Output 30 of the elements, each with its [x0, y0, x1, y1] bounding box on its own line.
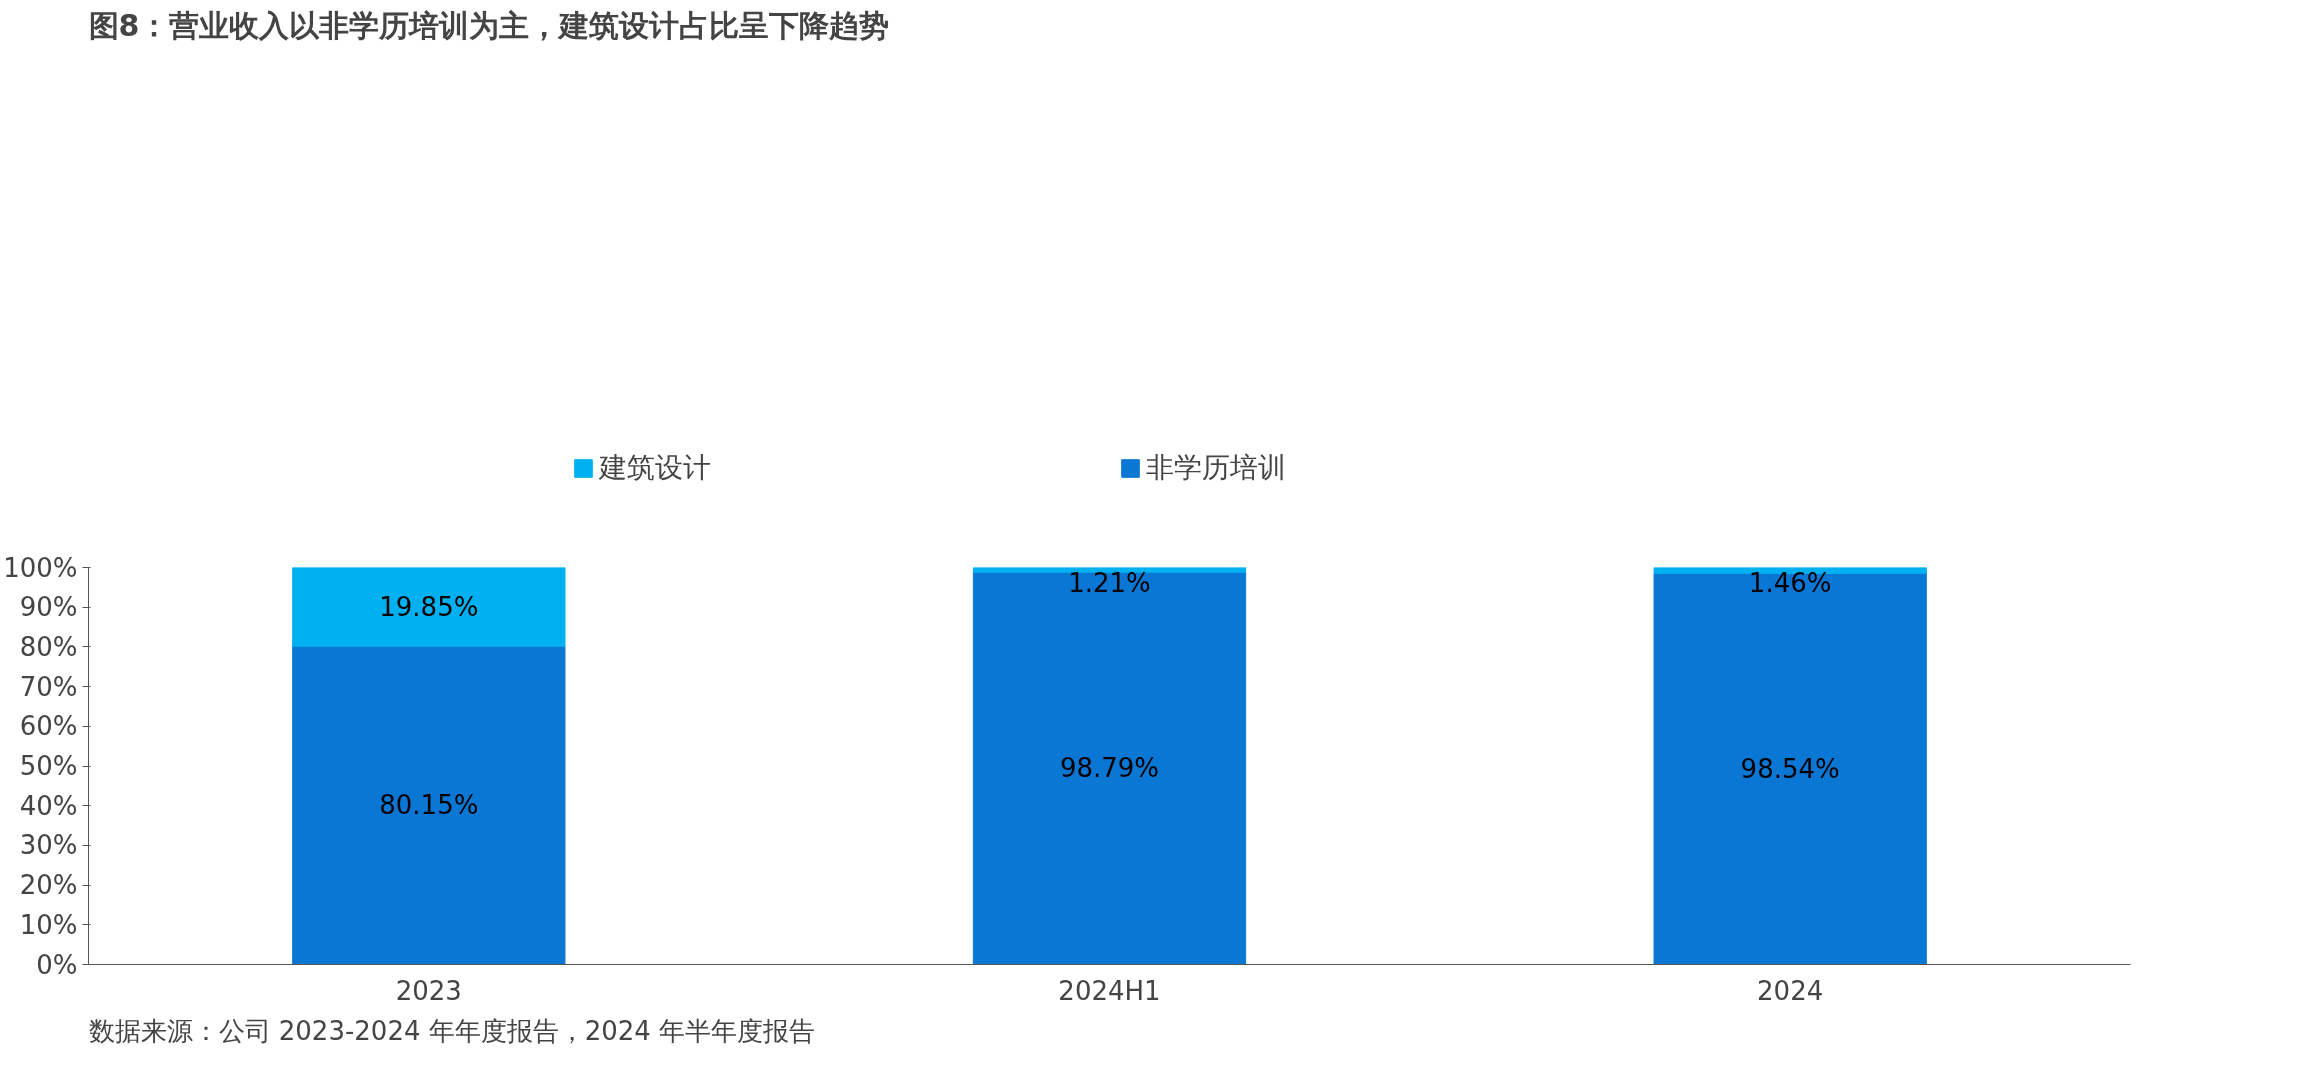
y-tick-label: 90% [19, 592, 78, 623]
y-tick-label: 10% [19, 909, 78, 940]
bar [972, 567, 1247, 573]
y-tick-label: 60% [19, 711, 78, 742]
bar [1653, 572, 1927, 965]
legend-label: 非学历培训 [1146, 449, 1287, 486]
y-tick-label: 70% [19, 671, 78, 702]
y-tick-label: 30% [19, 830, 78, 861]
y-tick-label: 80% [19, 631, 78, 662]
x-tick-label: 2024H1 [1058, 975, 1161, 1006]
y-tick-label: 100% [3, 552, 78, 583]
bar [972, 571, 1247, 965]
y-tick-label: 0% [36, 949, 78, 980]
y-tick-label: 50% [19, 751, 78, 781]
bar [292, 645, 566, 965]
chart-title: 图8：营业收入以非学历培训为主，建筑设计占比呈下降趋势 [88, 7, 890, 43]
y-tick-label: 20% [19, 870, 78, 901]
x-tick-label: 2023 [395, 975, 462, 1006]
legend-label: 建筑设计 [599, 449, 712, 486]
y-tick-label: 40% [19, 790, 78, 821]
x-tick-label: 2024 [1757, 975, 1824, 1006]
data-label: 98.79% [1059, 753, 1160, 784]
data-label: 19.85% [379, 591, 479, 622]
data-label: 1.46% [1748, 567, 1832, 598]
bar [1653, 567, 1927, 574]
data-label: 1.21% [1068, 567, 1151, 598]
data-label: 98.54% [1740, 753, 1840, 784]
bar [292, 567, 566, 647]
data-label: 80.15% [379, 790, 479, 821]
source-note: 数据来源：公司 2023-2024 年年度报告，2024 年半年度报告 [88, 1015, 816, 1046]
